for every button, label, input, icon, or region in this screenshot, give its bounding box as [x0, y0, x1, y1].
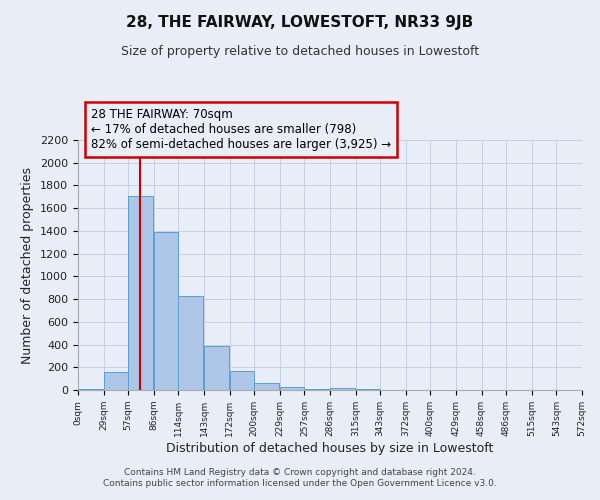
Bar — [104, 372, 128, 390]
Text: 28 THE FAIRWAY: 70sqm
← 17% of detached houses are smaller (798)
82% of semi-det: 28 THE FAIRWAY: 70sqm ← 17% of detached … — [91, 108, 391, 152]
Text: 28, THE FAIRWAY, LOWESTOFT, NR33 9JB: 28, THE FAIRWAY, LOWESTOFT, NR33 9JB — [127, 15, 473, 30]
Bar — [178, 296, 203, 390]
Bar — [204, 346, 229, 390]
Bar — [330, 388, 355, 390]
Y-axis label: Number of detached properties: Number of detached properties — [22, 166, 34, 364]
Text: Contains HM Land Registry data © Crown copyright and database right 2024.
Contai: Contains HM Land Registry data © Crown c… — [103, 468, 497, 487]
Bar — [254, 382, 279, 390]
Bar — [128, 196, 153, 390]
Bar — [154, 232, 178, 390]
Bar — [280, 386, 304, 390]
X-axis label: Distribution of detached houses by size in Lowestoft: Distribution of detached houses by size … — [166, 442, 494, 454]
Text: Size of property relative to detached houses in Lowestoft: Size of property relative to detached ho… — [121, 45, 479, 58]
Bar — [230, 371, 254, 390]
